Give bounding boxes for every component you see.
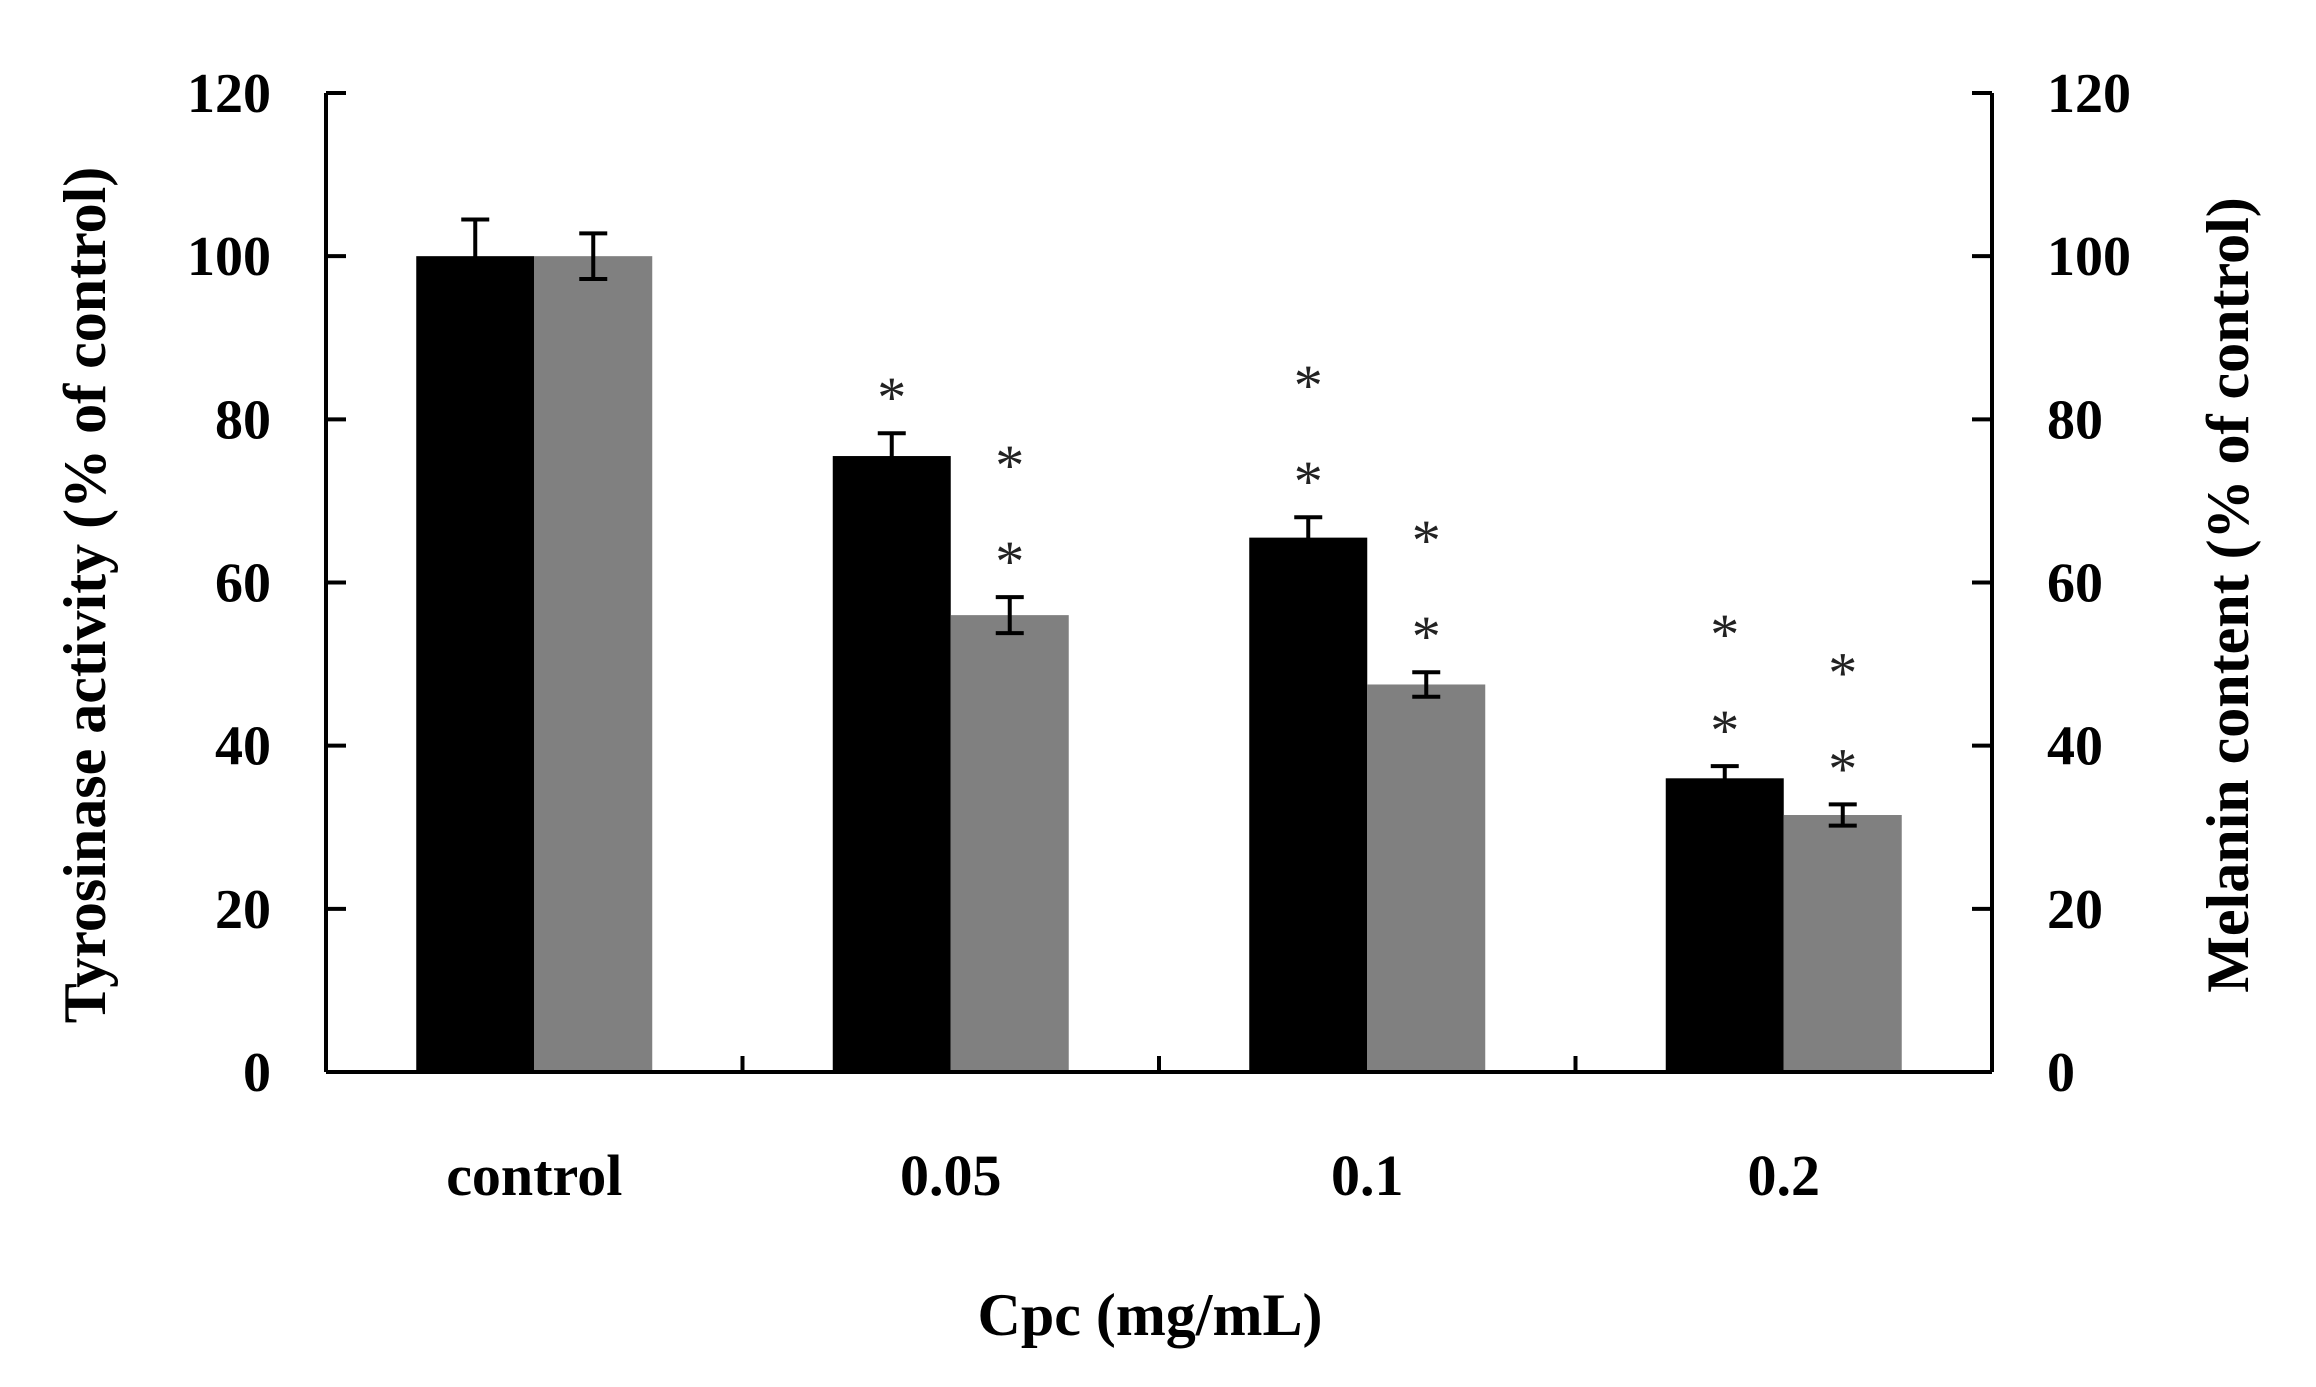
significance-star: * — [877, 365, 906, 430]
tyrosinase-bar — [1665, 778, 1784, 1072]
significance-star: * — [1710, 602, 1739, 667]
y-tick-label-left: 0 — [243, 1042, 271, 1104]
x-tick-label: 0.2 — [1748, 1143, 1821, 1208]
y-tick-label-right: 80 — [2047, 389, 2103, 451]
y-tick-label-left: 120 — [187, 63, 271, 125]
significance-star: * — [1828, 736, 1857, 801]
tyrosinase-bar — [1249, 537, 1368, 1072]
melanin-bar — [534, 256, 653, 1073]
melanin-bar — [1783, 815, 1902, 1072]
y-tick-label-right: 60 — [2047, 553, 2103, 615]
y-axis-title-right: Melanin content (% of control) — [2195, 197, 2261, 992]
y-tick-label-left: 80 — [215, 389, 271, 451]
y-tick-label-left: 100 — [187, 226, 271, 288]
y-tick-label-right: 20 — [2047, 879, 2103, 941]
y-tick-label-right: 120 — [2047, 63, 2131, 125]
melanin-bar — [1367, 684, 1486, 1072]
y-axis-title-left: Tyrosinase activity (% of control) — [52, 167, 118, 1024]
y-tick-label-right: 40 — [2047, 716, 2103, 778]
significance-star: * — [1412, 604, 1441, 669]
y-tick-label-left: 40 — [215, 716, 271, 778]
y-tick-label-right: 100 — [2047, 226, 2131, 288]
chart-marks — [416, 217, 1902, 1073]
significance-star: * — [995, 529, 1024, 594]
chart-labels: Cpc (mg/mL) Tyrosinase activity (% of co… — [52, 63, 2261, 1348]
chart-axes — [324, 91, 1994, 1074]
significance-star: * — [1294, 449, 1323, 514]
significance-star: * — [1710, 698, 1739, 763]
tyrosinase-bar — [416, 256, 535, 1073]
x-tick-label: 0.1 — [1331, 1143, 1404, 1208]
significance-star: * — [1828, 640, 1857, 705]
x-axis-title: Cpc (mg/mL) — [978, 1282, 1323, 1348]
significance-star: * — [1412, 508, 1441, 573]
y-tick-label-left: 20 — [215, 879, 271, 941]
melanin-bar — [950, 615, 1069, 1072]
significance-star: * — [1294, 353, 1323, 418]
significance-star: * — [995, 433, 1024, 498]
x-tick-label: 0.05 — [900, 1143, 1002, 1208]
x-tick-label: control — [446, 1143, 622, 1208]
y-tick-label-left: 60 — [215, 553, 271, 615]
y-tick-label-right: 0 — [2047, 1042, 2075, 1104]
tyrosinase-bar — [832, 456, 951, 1072]
